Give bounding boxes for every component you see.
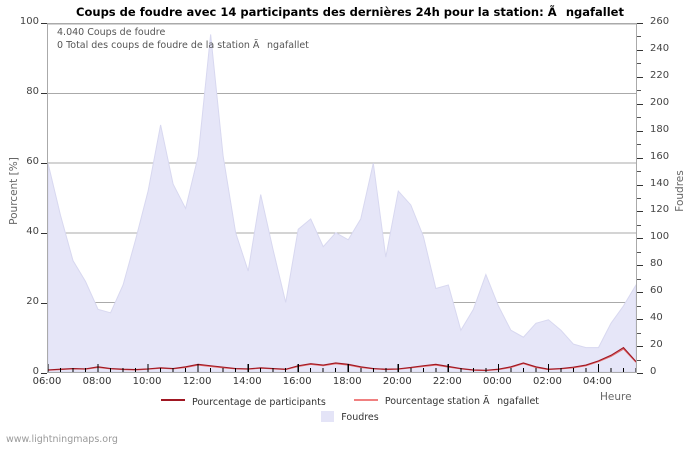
participants-percent-line-series bbox=[48, 346, 636, 371]
y-axis-right-tick-mark bbox=[637, 50, 643, 51]
legend-item-strokes[interactable]: Foudres bbox=[321, 411, 379, 423]
y-axis-right-tick-label: 60 bbox=[650, 285, 663, 297]
strokes-area-series bbox=[48, 34, 636, 372]
y-axis-right-tick-label: 140 bbox=[650, 177, 670, 189]
x-axis-label: Heure bbox=[600, 391, 632, 403]
y-axis-right-tick-label: 120 bbox=[650, 204, 670, 216]
y-axis-left-tick-label: 20 bbox=[26, 296, 39, 307]
legend-box-swatch bbox=[321, 411, 335, 422]
y-axis-right-tick-label: 220 bbox=[650, 69, 670, 81]
y-axis-left-tick-label: 0 bbox=[32, 366, 39, 377]
y-axis-right-tick-label: 260 bbox=[650, 16, 670, 27]
y-axis-right-minor-tick bbox=[637, 117, 641, 118]
y-axis-right-minor-tick bbox=[637, 333, 641, 334]
y-axis-left-tick-mark bbox=[41, 93, 47, 94]
y-axis-right-tick-label: 80 bbox=[650, 258, 663, 270]
y-axis-right-minor-tick bbox=[637, 63, 641, 64]
legend-item-station-percent[interactable]: Pourcentage station Ãngafallet bbox=[353, 396, 540, 408]
x-axis-tick-label: 02:00 bbox=[533, 376, 562, 387]
y-axis-right-tick-mark bbox=[637, 238, 643, 239]
y-axis-right-tick-mark bbox=[637, 211, 643, 212]
y-axis-right-tick-label: 200 bbox=[650, 96, 670, 108]
y-axis-right-tick-mark bbox=[637, 265, 643, 266]
y-axis-right-tick-mark bbox=[637, 373, 643, 374]
y-axis-right-minor-tick bbox=[637, 144, 641, 145]
y-axis-left-tick-mark bbox=[41, 163, 47, 164]
y-axis-right-tick-label: 160 bbox=[650, 150, 670, 162]
y-axis-left-tick-mark bbox=[41, 233, 47, 234]
y-axis-left-tick-mark bbox=[41, 373, 47, 374]
legend-row-primary: Pourcentage de participants Pourcentage s… bbox=[0, 396, 700, 408]
y-axis-right-tick-mark bbox=[637, 131, 643, 132]
y-axis-right-minor-tick bbox=[637, 306, 641, 307]
annotation-total-strokes: 4.040 Coups de foudre bbox=[57, 27, 166, 38]
x-axis-tick-label: 00:00 bbox=[482, 376, 512, 387]
legend-item-label: Foudres bbox=[341, 412, 379, 423]
plot-canvas bbox=[48, 24, 636, 372]
y-axis-right-minor-tick bbox=[637, 360, 641, 361]
y-axis-right-minor-tick bbox=[637, 198, 641, 199]
y-axis-right-tick-label: 240 bbox=[650, 42, 670, 54]
y-axis-right-minor-tick bbox=[637, 90, 641, 91]
x-axis-tick-label: 06:00 bbox=[32, 376, 62, 387]
watermark: www.lightningmaps.org bbox=[6, 434, 118, 445]
x-axis-tick-label: 04:00 bbox=[583, 376, 612, 387]
legend-item-participants-percent[interactable]: Pourcentage de participants bbox=[160, 396, 326, 408]
y-axis-right-minor-tick bbox=[637, 36, 641, 37]
y-axis-right-minor-tick bbox=[637, 171, 641, 172]
y-axis-right-minor-tick bbox=[637, 252, 641, 253]
y-axis-left-tick-label: 80 bbox=[26, 86, 39, 97]
y-axis-left-tick-label: 60 bbox=[26, 156, 39, 167]
y-axis-right-tick-mark bbox=[637, 104, 643, 105]
legend-line-swatch bbox=[160, 399, 185, 401]
x-axis-tick-label: 12:00 bbox=[182, 376, 212, 387]
y-axis-right-tick-mark bbox=[637, 185, 643, 186]
legend-item-label: Pourcentage station Ãngafallet bbox=[384, 396, 540, 407]
y-axis-left-tick-mark bbox=[41, 303, 47, 304]
y-axis-right-tick-label: 20 bbox=[650, 339, 663, 351]
y-axis-left-tick-label: 100 bbox=[19, 16, 39, 27]
y-axis-right-tick-mark bbox=[637, 158, 643, 159]
legend-line-swatch bbox=[353, 399, 378, 401]
y-axis-right-tick-mark bbox=[637, 319, 643, 320]
y-axis-right-tick-label: 180 bbox=[650, 123, 670, 135]
y-axis-right-tick-mark bbox=[637, 292, 643, 293]
y-axis-right-tick-label: 0 bbox=[650, 366, 657, 377]
y-axis-right-label: Foudres bbox=[674, 170, 686, 212]
legend: Pourcentage de participants Pourcentage s… bbox=[0, 396, 700, 436]
x-axis-tick-label: 08:00 bbox=[82, 376, 112, 387]
plot-area bbox=[47, 23, 637, 373]
x-axis-tick-label: 16:00 bbox=[282, 376, 312, 387]
y-axis-right-tick-mark bbox=[637, 346, 643, 347]
y-axis-right-minor-tick bbox=[637, 225, 641, 226]
y-axis-left-tick-label: 40 bbox=[26, 226, 39, 237]
x-axis-tick-label: 18:00 bbox=[332, 376, 362, 387]
x-axis-tick-label: 20:00 bbox=[382, 376, 412, 387]
x-tick-marks bbox=[48, 364, 636, 372]
y-axis-right-minor-tick bbox=[637, 279, 641, 280]
legend-item-label: Pourcentage de participants bbox=[191, 396, 326, 408]
y-axis-left-tick-mark bbox=[41, 23, 47, 24]
x-axis-tick-label: 22:00 bbox=[432, 376, 462, 387]
x-axis-tick-label: 10:00 bbox=[132, 376, 162, 387]
annotation-station-strokes: 0 Total des coups de foudre de la statio… bbox=[57, 40, 309, 51]
y-axis-right-tick-label: 40 bbox=[650, 312, 663, 324]
y-axis-right-tick-mark bbox=[637, 23, 643, 24]
page-title: Coups de foudre avec 14 participants des… bbox=[76, 5, 624, 19]
legend-row-secondary: Foudres bbox=[0, 411, 700, 423]
x-axis-tick-label: 14:00 bbox=[232, 376, 262, 387]
y-axis-right-tick-label: 100 bbox=[650, 231, 670, 243]
y-axis-right-tick-mark bbox=[637, 77, 643, 78]
